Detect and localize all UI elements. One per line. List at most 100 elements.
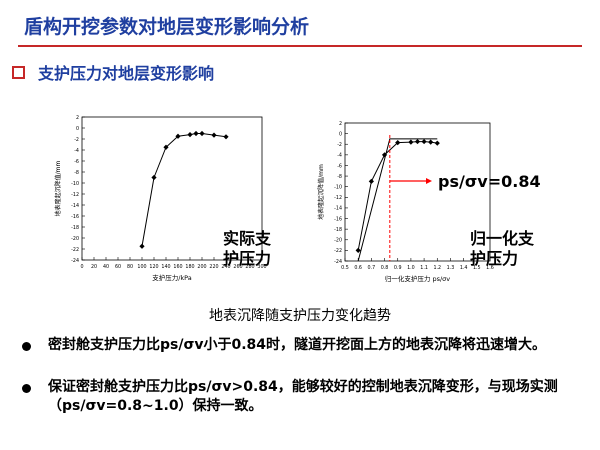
x-tick-label: 260 <box>233 264 242 270</box>
x-tick-label: 80 <box>127 264 133 270</box>
x-tick-label: 1.4 <box>460 265 468 271</box>
y-tick-label: -10 <box>71 181 79 187</box>
y-tick-label: -20 <box>334 238 342 244</box>
data-point <box>199 130 205 137</box>
x-axis-label: 支护压力/kPa <box>152 273 192 282</box>
y-tick-label: -2 <box>337 142 342 148</box>
y-tick-label: -22 <box>334 248 342 254</box>
x-tick-label: 220 <box>209 264 218 270</box>
x-tick-label: 1.6 <box>486 265 494 271</box>
data-point <box>428 139 434 145</box>
data-point <box>421 138 427 145</box>
x-tick-label: 240 <box>221 264 230 270</box>
section-bullet-box <box>12 66 25 79</box>
y-tick-label: -12 <box>71 192 79 198</box>
slide-title: 盾构开挖参数对地层变形影响分析 <box>24 16 310 38</box>
x-tick-label: 0.6 <box>354 265 362 271</box>
x-tick-label: 200 <box>197 264 206 270</box>
y-axis-label: 地表隆起沉降值/mm <box>317 164 325 220</box>
x-tick-label: 180 <box>185 264 194 270</box>
data-point <box>414 138 421 145</box>
actual-pressure-label: 实际支 护压力 <box>223 229 271 269</box>
x-tick-label: 1.3 <box>447 265 455 271</box>
y-tick-label: -12 <box>334 195 342 201</box>
actual-pressure-label-line2: 护压力 <box>223 249 272 268</box>
x-tick-label: 300 <box>257 264 266 270</box>
y-tick-label: 2 <box>339 121 342 127</box>
y-tick-label: -18 <box>334 227 342 233</box>
bullet-dot <box>22 384 31 393</box>
x-tick-label: 280 <box>245 264 254 270</box>
data-point <box>211 132 217 138</box>
data-point <box>368 178 374 184</box>
data-point <box>187 132 193 138</box>
x-tick-label: 0.7 <box>368 265 376 271</box>
series-line <box>357 138 438 262</box>
normalized-pressure-label-line1: 归一化支 <box>470 229 535 248</box>
normalized-pressure-label: 归一化支 护压力 <box>470 229 534 269</box>
y-tick-label: -20 <box>71 236 79 242</box>
x-tick-label: 1.1 <box>420 265 428 271</box>
x-tick-label: 60 <box>115 264 121 270</box>
y-tick-label: -10 <box>334 184 342 190</box>
y-tick-label: -22 <box>71 247 79 253</box>
y-tick-label: -4 <box>74 148 79 154</box>
y-tick-label: -24 <box>334 259 342 265</box>
y-tick-label: 2 <box>76 115 79 121</box>
y-tick-label: -4 <box>337 153 342 159</box>
y-tick-label: -16 <box>334 216 342 222</box>
x-tick-label: 0.5 <box>341 265 349 271</box>
threshold-label: ps/σv=0.84 <box>438 172 541 191</box>
bullet-text-1: 密封舱支护压力比ps/σv小于0.84时，隧道开挖面上方的地表沉降将迅速增大。 <box>48 337 547 353</box>
data-point <box>223 134 229 140</box>
y-tick-label: -14 <box>71 203 79 209</box>
y-tick-label: -2 <box>74 137 79 143</box>
x-tick-label: 1.5 <box>473 265 481 271</box>
title-rule <box>18 45 582 47</box>
data-point <box>139 243 145 249</box>
normalized-pressure-label-line2: 护压力 <box>470 249 519 268</box>
section-heading: 支护压力对地层变形影响 <box>38 64 215 83</box>
x-tick-label: 0 <box>80 264 83 270</box>
plot-frame <box>344 122 491 262</box>
plot-frame <box>81 116 263 261</box>
data-point <box>355 247 361 253</box>
y-tick-label: -18 <box>71 225 79 231</box>
data-point <box>193 130 199 137</box>
threshold-arrow-head <box>426 178 432 184</box>
x-axis-label: 归一化支护压力 ps/σv <box>385 274 450 283</box>
bullet-text-2: 保证密封舱支护压力比ps/σv>0.84，能够较好的控制地表沉降变形，与现场实测… <box>48 379 558 414</box>
data-point <box>395 140 401 146</box>
x-tick-label: 140 <box>161 264 170 270</box>
x-tick-label: 0.9 <box>394 265 402 271</box>
x-tick-label: 160 <box>173 264 182 270</box>
y-tick-label: -24 <box>71 258 79 264</box>
x-tick-label: 20 <box>91 264 97 270</box>
data-point <box>408 139 414 145</box>
y-tick-label: -8 <box>337 174 342 180</box>
y-tick-label: 0 <box>76 126 79 132</box>
data-point <box>163 144 169 150</box>
y-tick-label: -6 <box>74 159 79 165</box>
x-tick-label: 100 <box>137 264 146 270</box>
actual-pressure-label-line1: 实际支 <box>223 229 272 248</box>
x-tick-label: 1.2 <box>433 265 441 271</box>
data-point <box>175 133 181 139</box>
data-point <box>381 152 388 158</box>
data-point <box>434 140 440 146</box>
x-tick-label: 120 <box>149 264 158 270</box>
bullet-dot <box>22 342 31 351</box>
y-tick-label: 0 <box>339 131 342 137</box>
x-tick-label: 1.0 <box>407 265 415 271</box>
y-axis-label: 地表隆起沉降值/mm <box>54 160 62 216</box>
y-tick-label: -14 <box>334 206 342 212</box>
x-tick-label: 40 <box>103 264 109 270</box>
x-tick-label: 0.8 <box>381 265 389 271</box>
chart-caption: 地表沉降随支护压力变化趋势 <box>209 308 391 324</box>
y-tick-label: -8 <box>74 170 79 176</box>
data-point <box>151 174 157 181</box>
y-tick-label: -16 <box>71 214 79 220</box>
series-line <box>357 141 438 251</box>
